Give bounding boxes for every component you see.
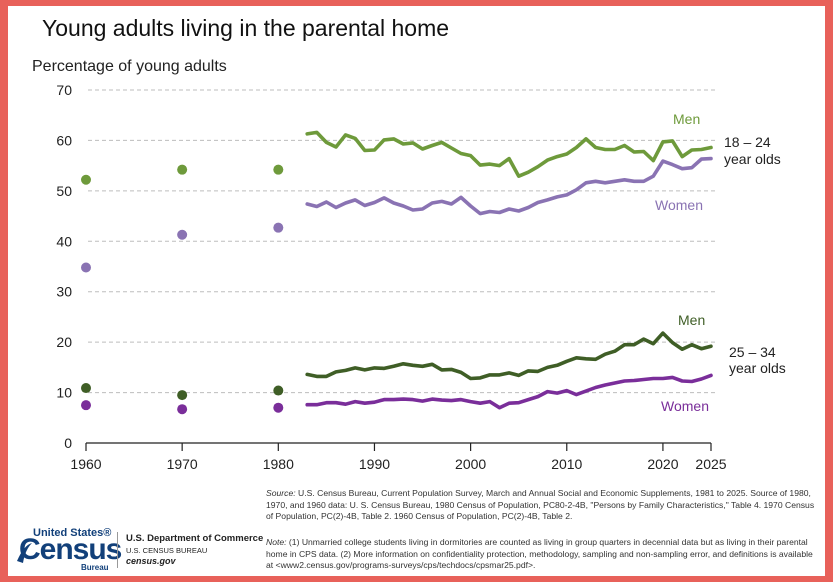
legend-women-18-24: Women: [655, 197, 703, 213]
y-tick-label-0: 0: [64, 435, 72, 451]
line-chart: 0 10 20 30 40 50 60 70 1960 1970 1980 1990 2000 2010…: [56, 82, 786, 472]
x-tick-label-1960: 1960: [70, 456, 101, 472]
y-tick-label-10: 10: [56, 385, 72, 401]
source-note: Source: U.S. Census Bureau, Current Popu…: [266, 488, 816, 523]
x-axis: 1960 1970 1980 1990 2000 2010 2020 2025: [70, 442, 727, 472]
department-name: U.S. Department of Commerce: [126, 533, 264, 544]
y-axis-title: Percentage of young adults: [32, 58, 227, 75]
logo-top-text: United States®: [33, 527, 112, 539]
page-title: Young adults living in the parental home: [42, 15, 450, 41]
decennial-point-women_18_24-1960: [81, 262, 91, 273]
decennial-point-women_25_34-1980: [273, 402, 284, 413]
legend-women-25-34: Women: [661, 398, 709, 414]
decennial-point-women_25_34-1960: [81, 400, 91, 411]
x-tick-label-1990: 1990: [359, 456, 390, 472]
series-line-men_18_24: [305, 130, 713, 178]
logo-main-text: Census: [19, 533, 122, 566]
y-tick-label-50: 50: [56, 183, 72, 199]
group-label-18-24-suffix: year olds: [724, 151, 781, 167]
decennial-point-men_25_34-1960: [81, 383, 91, 394]
group-label-18-24: 18 – 24: [724, 134, 771, 150]
x-tick-label-2025: 2025: [695, 456, 726, 472]
y-tick-label-70: 70: [56, 82, 72, 98]
census-logo[interactable]: United States® Census Bureau: [15, 527, 122, 573]
chart-frame: Young adults living in the parental home…: [8, 6, 825, 576]
x-tick-label-2000: 2000: [455, 456, 486, 472]
x-tick-label-1970: 1970: [167, 456, 198, 472]
series-labels: Men Women Men Women 18 – 24 year olds 25…: [655, 111, 786, 414]
note-label: Note:: [266, 537, 287, 547]
note-text: (1) Unmarried college students living in…: [266, 537, 813, 570]
group-label-25-34-suffix: year olds: [729, 360, 786, 376]
logo-divider: [117, 532, 118, 568]
y-axis-ticks: 0 10 20 30 40 50 60 70: [56, 82, 72, 451]
grid: [88, 89, 718, 394]
decennial-point-women_18_24-1980: [273, 222, 284, 233]
logo-bottom-text: Bureau: [81, 563, 109, 572]
series-layer: [81, 130, 713, 415]
group-label-25-34: 25 – 34: [729, 344, 776, 360]
series-line-women_25_34: [305, 373, 713, 410]
decennial-point-men_25_34-1980: [273, 385, 284, 396]
methodology-note: Note: (1) Unmarried college students liv…: [266, 537, 818, 572]
website-link[interactable]: census.gov: [126, 556, 176, 566]
decennial-point-women_25_34-1970: [177, 404, 188, 415]
decennial-point-women_18_24-1970: [177, 229, 188, 240]
x-tick-label-1980: 1980: [263, 456, 294, 472]
department-block: U.S. Department of Commerce U.S. CENSUS …: [126, 533, 263, 567]
y-tick-label-40: 40: [56, 233, 72, 249]
decennial-point-men_25_34-1970: [177, 390, 188, 401]
x-tick-label-2010: 2010: [551, 456, 582, 472]
y-tick-label-20: 20: [56, 334, 72, 350]
legend-men-25-34: Men: [678, 312, 705, 328]
decennial-point-men_18_24-1960: [81, 174, 91, 185]
series-line-women_18_24: [305, 156, 713, 216]
decennial-point-men_18_24-1980: [273, 164, 284, 175]
bureau-name: U.S. CENSUS BUREAU: [126, 546, 208, 555]
census-swoosh-icon: [17, 543, 32, 563]
series-line-men_25_34: [305, 331, 713, 381]
legend-men-18-24: Men: [673, 111, 700, 127]
y-tick-label-60: 60: [56, 132, 72, 148]
y-tick-label-30: 30: [56, 284, 72, 300]
source-label: Source:: [266, 488, 296, 498]
source-text: U.S. Census Bureau, Current Population S…: [266, 488, 815, 521]
decennial-point-men_18_24-1970: [177, 164, 188, 175]
x-tick-label-2020: 2020: [647, 456, 678, 472]
